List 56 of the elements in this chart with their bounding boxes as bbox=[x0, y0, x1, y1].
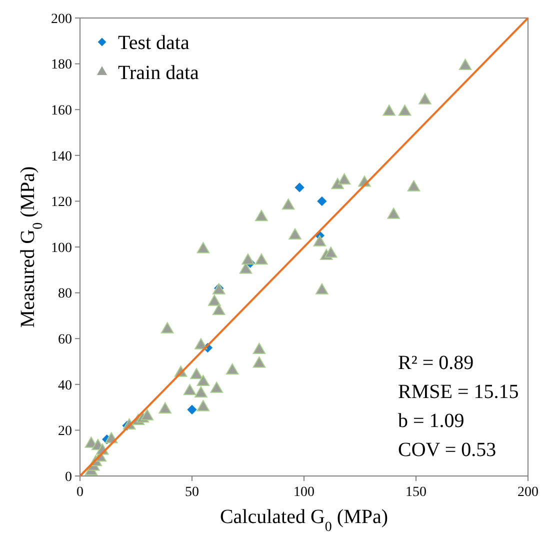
point bbox=[190, 368, 203, 380]
point bbox=[212, 304, 226, 316]
legend-label: Test data bbox=[118, 32, 190, 54]
annotation: R² = 0.89 bbox=[398, 352, 474, 374]
x-axis-title: Calculated G$_{0}$ (MPa) bbox=[220, 506, 388, 534]
y-tick-label: 100 bbox=[51, 240, 72, 256]
y-tick-label: 0 bbox=[65, 470, 72, 485]
point bbox=[226, 363, 239, 375]
point bbox=[316, 283, 328, 294]
x-tick-label: 200 bbox=[518, 485, 538, 500]
point bbox=[407, 180, 420, 192]
point bbox=[239, 262, 252, 274]
annotation: COV = 0.53 bbox=[398, 439, 496, 461]
point bbox=[458, 58, 472, 70]
point bbox=[324, 246, 338, 258]
y-tick-label: 140 bbox=[51, 149, 72, 164]
point bbox=[160, 322, 174, 334]
x-tick-label: 50 bbox=[185, 485, 199, 500]
point bbox=[194, 338, 208, 350]
legend-label: Train data bbox=[118, 62, 200, 84]
point bbox=[331, 178, 344, 190]
y-tick-label: 120 bbox=[51, 195, 72, 210]
x-tick-label: 0 bbox=[76, 485, 84, 500]
point bbox=[288, 228, 302, 240]
point bbox=[255, 210, 268, 222]
y-tick-label: 80 bbox=[58, 286, 72, 302]
point bbox=[398, 104, 412, 116]
point bbox=[210, 382, 224, 393]
y-tick-label: 200 bbox=[51, 12, 72, 27]
point bbox=[282, 198, 295, 210]
point bbox=[196, 400, 210, 412]
annotation: RMSE = 15.15 bbox=[398, 381, 519, 403]
point bbox=[196, 242, 210, 254]
point bbox=[338, 173, 351, 184]
y-tick-label: 20 bbox=[58, 424, 72, 440]
y-tick-label: 180 bbox=[51, 58, 72, 73]
y-tick-label: 40 bbox=[58, 378, 72, 394]
point bbox=[208, 294, 221, 306]
annotation: b = 1.09 bbox=[398, 410, 464, 432]
point bbox=[252, 356, 266, 368]
point bbox=[194, 386, 208, 398]
point bbox=[140, 409, 154, 420]
point bbox=[382, 104, 396, 116]
point bbox=[242, 253, 254, 265]
point bbox=[387, 208, 400, 219]
x-tick-label: 100 bbox=[294, 485, 314, 500]
point bbox=[196, 374, 210, 386]
y-tick-label: 160 bbox=[51, 104, 72, 118]
point bbox=[252, 342, 266, 354]
point bbox=[418, 93, 432, 104]
y-tick-label: 60 bbox=[58, 332, 72, 348]
point bbox=[313, 235, 326, 246]
point bbox=[158, 402, 172, 414]
point bbox=[183, 384, 196, 396]
x-tick-label: 150 bbox=[406, 485, 426, 500]
point bbox=[255, 253, 268, 265]
